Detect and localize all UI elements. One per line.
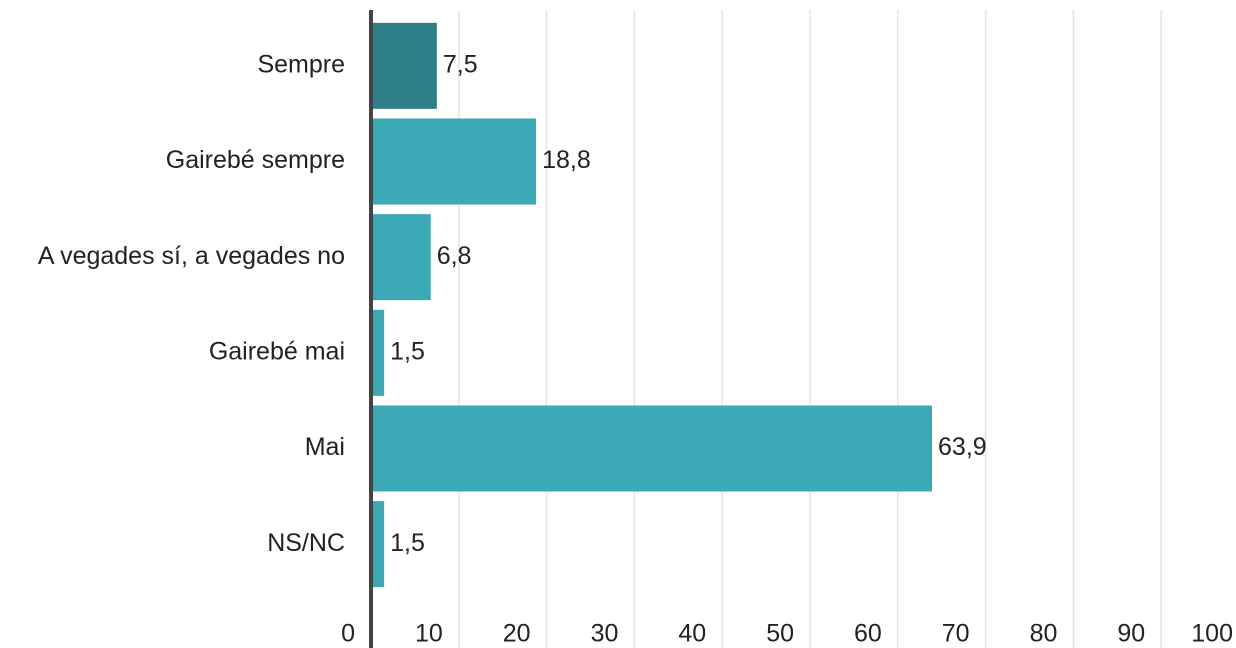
x-tick-label: 50 [766,620,794,648]
x-tick-label: 30 [591,620,619,648]
value-label: 6,8 [437,242,472,270]
x-tick-label: 90 [1117,620,1145,648]
value-label: 7,5 [443,50,478,78]
y-tick-label: Gairebé mai [209,337,345,365]
x-tick-label: 100 [1191,620,1233,648]
y-tick-label: Mai [305,433,345,461]
bar [371,22,437,109]
y-tick-label: Sempre [257,50,345,78]
y-tick-label: A vegades sí, a vegades no [38,242,345,270]
x-tick-label: 60 [854,620,882,648]
x-tick-label: 20 [503,620,531,648]
x-tick-label: 80 [1030,620,1058,648]
value-label: 1,5 [390,337,425,365]
bar [371,118,537,205]
bar [371,405,933,492]
bar [371,501,385,588]
value-label: 18,8 [542,146,591,174]
x-tick-label: 40 [678,620,706,648]
y-tick-label: Gairebé sempre [166,146,345,174]
bar [371,309,385,396]
bar [371,214,431,301]
x-tick-label: 70 [942,620,970,648]
y-tick-label: NS/NC [267,529,345,557]
value-label: 1,5 [390,529,425,557]
x-tick-label: 0 [341,620,355,648]
value-label: 63,9 [938,433,987,461]
x-tick-label: 10 [415,620,443,648]
